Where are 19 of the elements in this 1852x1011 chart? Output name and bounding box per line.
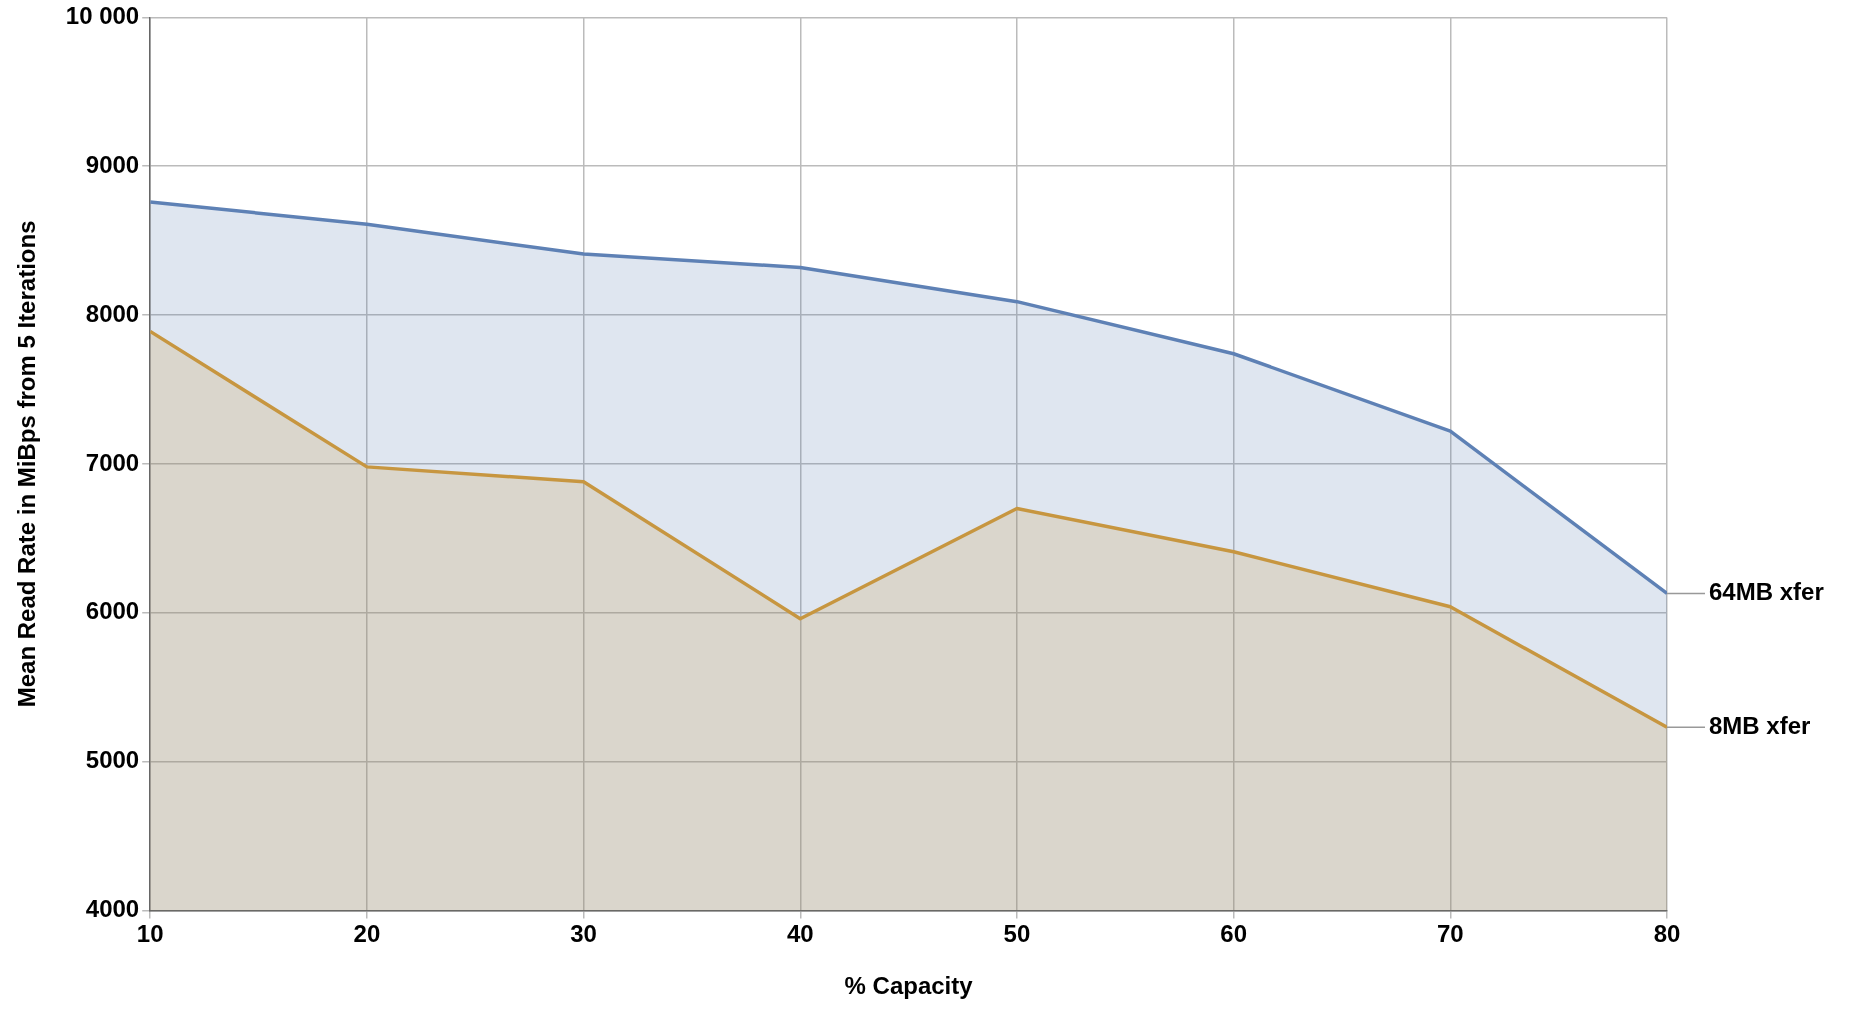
x-tick-label: 20 (353, 920, 381, 948)
y-tick-label: 5000 (85, 746, 140, 774)
y-tick-label: 7000 (85, 448, 140, 476)
x-axis-title: % Capacity (844, 972, 974, 1000)
y-tick-label: 10 000 (65, 2, 140, 30)
x-tick-label: 30 (570, 920, 597, 948)
series-label: 64MB xfer (1709, 578, 1824, 606)
x-tick-label: 80 (1653, 920, 1681, 948)
y-tick-label: 6000 (85, 597, 140, 625)
series-label: 8MB xfer (1709, 711, 1811, 739)
x-tick-label: 60 (1220, 920, 1247, 948)
x-tick-label: 40 (786, 920, 814, 948)
x-tick-label: 10 (136, 920, 164, 948)
y-axis-title: Mean Read Rate in MiBps from 5 Iterations (13, 220, 41, 708)
x-tick-label: 50 (1003, 920, 1031, 948)
y-tick-label: 9000 (85, 150, 140, 178)
x-tick-label: 70 (1436, 920, 1464, 948)
y-tick-label: 8000 (85, 299, 140, 327)
y-tick-label: 4000 (85, 895, 140, 923)
